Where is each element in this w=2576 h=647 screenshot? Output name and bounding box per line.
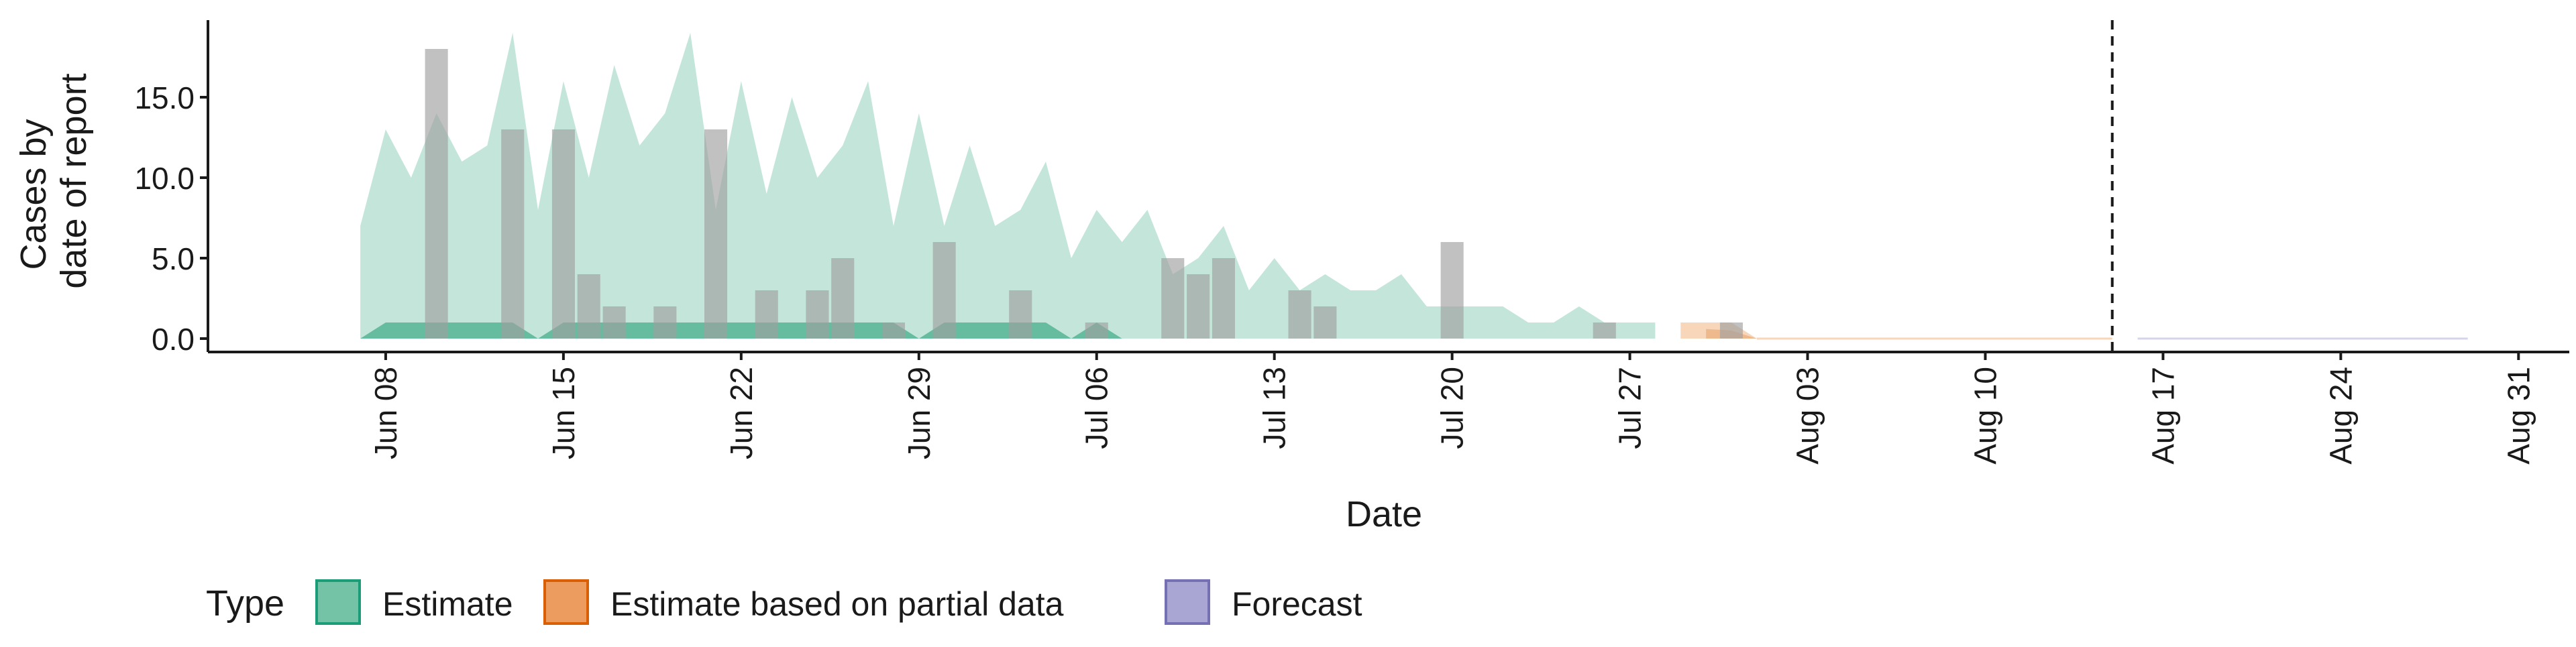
x-tick-label: Jul 13 bbox=[1257, 367, 1292, 449]
x-tick-label: Jun 15 bbox=[546, 367, 581, 459]
observed-bar-2021-07-11 bbox=[1212, 258, 1235, 339]
estimate-inner-band bbox=[360, 322, 1656, 339]
x-tick-label: Aug 24 bbox=[2323, 367, 2358, 465]
y-axis-title-line-1: Cases by bbox=[13, 119, 54, 270]
x-tick-label: Jul 27 bbox=[1613, 367, 1648, 449]
observed-bar-2021-07-20 bbox=[1440, 242, 1464, 339]
observed-bar-layer bbox=[425, 49, 1743, 339]
legend-label-1: Estimate bbox=[382, 585, 513, 623]
y-tick-label: 0.0 bbox=[152, 322, 195, 357]
observed-bar-2021-06-21 bbox=[704, 129, 728, 339]
legend-label-2: Estimate based on partial data bbox=[610, 585, 1064, 623]
observed-bar-2021-06-10 bbox=[425, 49, 448, 339]
estimate-outer-band bbox=[360, 33, 1656, 339]
x-tick-label: Jun 08 bbox=[368, 367, 403, 459]
legend-title: Type bbox=[206, 583, 284, 624]
legend-key-2 bbox=[543, 579, 589, 625]
observed-bar-2021-07-15 bbox=[1313, 306, 1337, 339]
legend-key-3 bbox=[1165, 579, 1210, 625]
x-tick-label: Jun 22 bbox=[724, 367, 759, 459]
observed-bar-2021-07-10 bbox=[1187, 274, 1210, 339]
y-tick-label: 10.0 bbox=[134, 161, 195, 196]
y-tick-label: 5.0 bbox=[152, 241, 195, 276]
x-axis-title: Date bbox=[1346, 494, 1422, 534]
observed-bar-2021-06-30 bbox=[932, 242, 956, 339]
observed-bar-2021-06-19 bbox=[653, 306, 677, 339]
x-tick-label: Aug 17 bbox=[2145, 367, 2180, 465]
x-tick-label: Aug 31 bbox=[2501, 367, 2536, 465]
observed-bar-2021-07-14 bbox=[1288, 290, 1311, 339]
observed-bar-2021-07-03 bbox=[1009, 290, 1032, 339]
observed-bar-2021-07-06 bbox=[1085, 322, 1108, 339]
axes-layer: 0.0 5.0 10.0 15.0 Jun 08 Jun 15 Jun 22 Jun 29 Ju… bbox=[134, 20, 2569, 465]
observed-bar-2021-06-15 bbox=[551, 129, 575, 339]
observed-bar-2021-06-13 bbox=[501, 129, 525, 339]
observed-bar-2021-06-26 bbox=[831, 258, 855, 339]
observed-bar-2021-06-17 bbox=[602, 306, 626, 339]
legend: Type Estimate Estimate based on partial d… bbox=[206, 579, 1362, 625]
observed-bar-2021-07-09 bbox=[1161, 258, 1185, 339]
y-tick-label: 15.0 bbox=[134, 80, 195, 115]
observed-bar-2021-06-16 bbox=[577, 274, 600, 339]
observed-bar-2021-06-25 bbox=[806, 290, 829, 339]
x-tick-label: Jun 29 bbox=[902, 367, 936, 459]
band-layer bbox=[360, 33, 2468, 340]
observed-bar-2021-06-28 bbox=[881, 322, 905, 339]
legend-key-1 bbox=[315, 579, 361, 625]
observed-bar-2021-07-31 bbox=[1719, 322, 1743, 339]
x-tick-label: Jul 20 bbox=[1435, 367, 1470, 449]
observed-bar-2021-07-26 bbox=[1593, 322, 1616, 339]
x-tick-label: Aug 03 bbox=[1790, 367, 1825, 465]
x-tick-label: Aug 10 bbox=[1968, 367, 2003, 465]
legend-label-3: Forecast bbox=[1232, 585, 1362, 623]
observed-bar-2021-06-23 bbox=[755, 290, 778, 339]
x-tick-label: Jul 06 bbox=[1079, 367, 1114, 449]
y-axis-title-line-2: date of report bbox=[54, 73, 94, 288]
